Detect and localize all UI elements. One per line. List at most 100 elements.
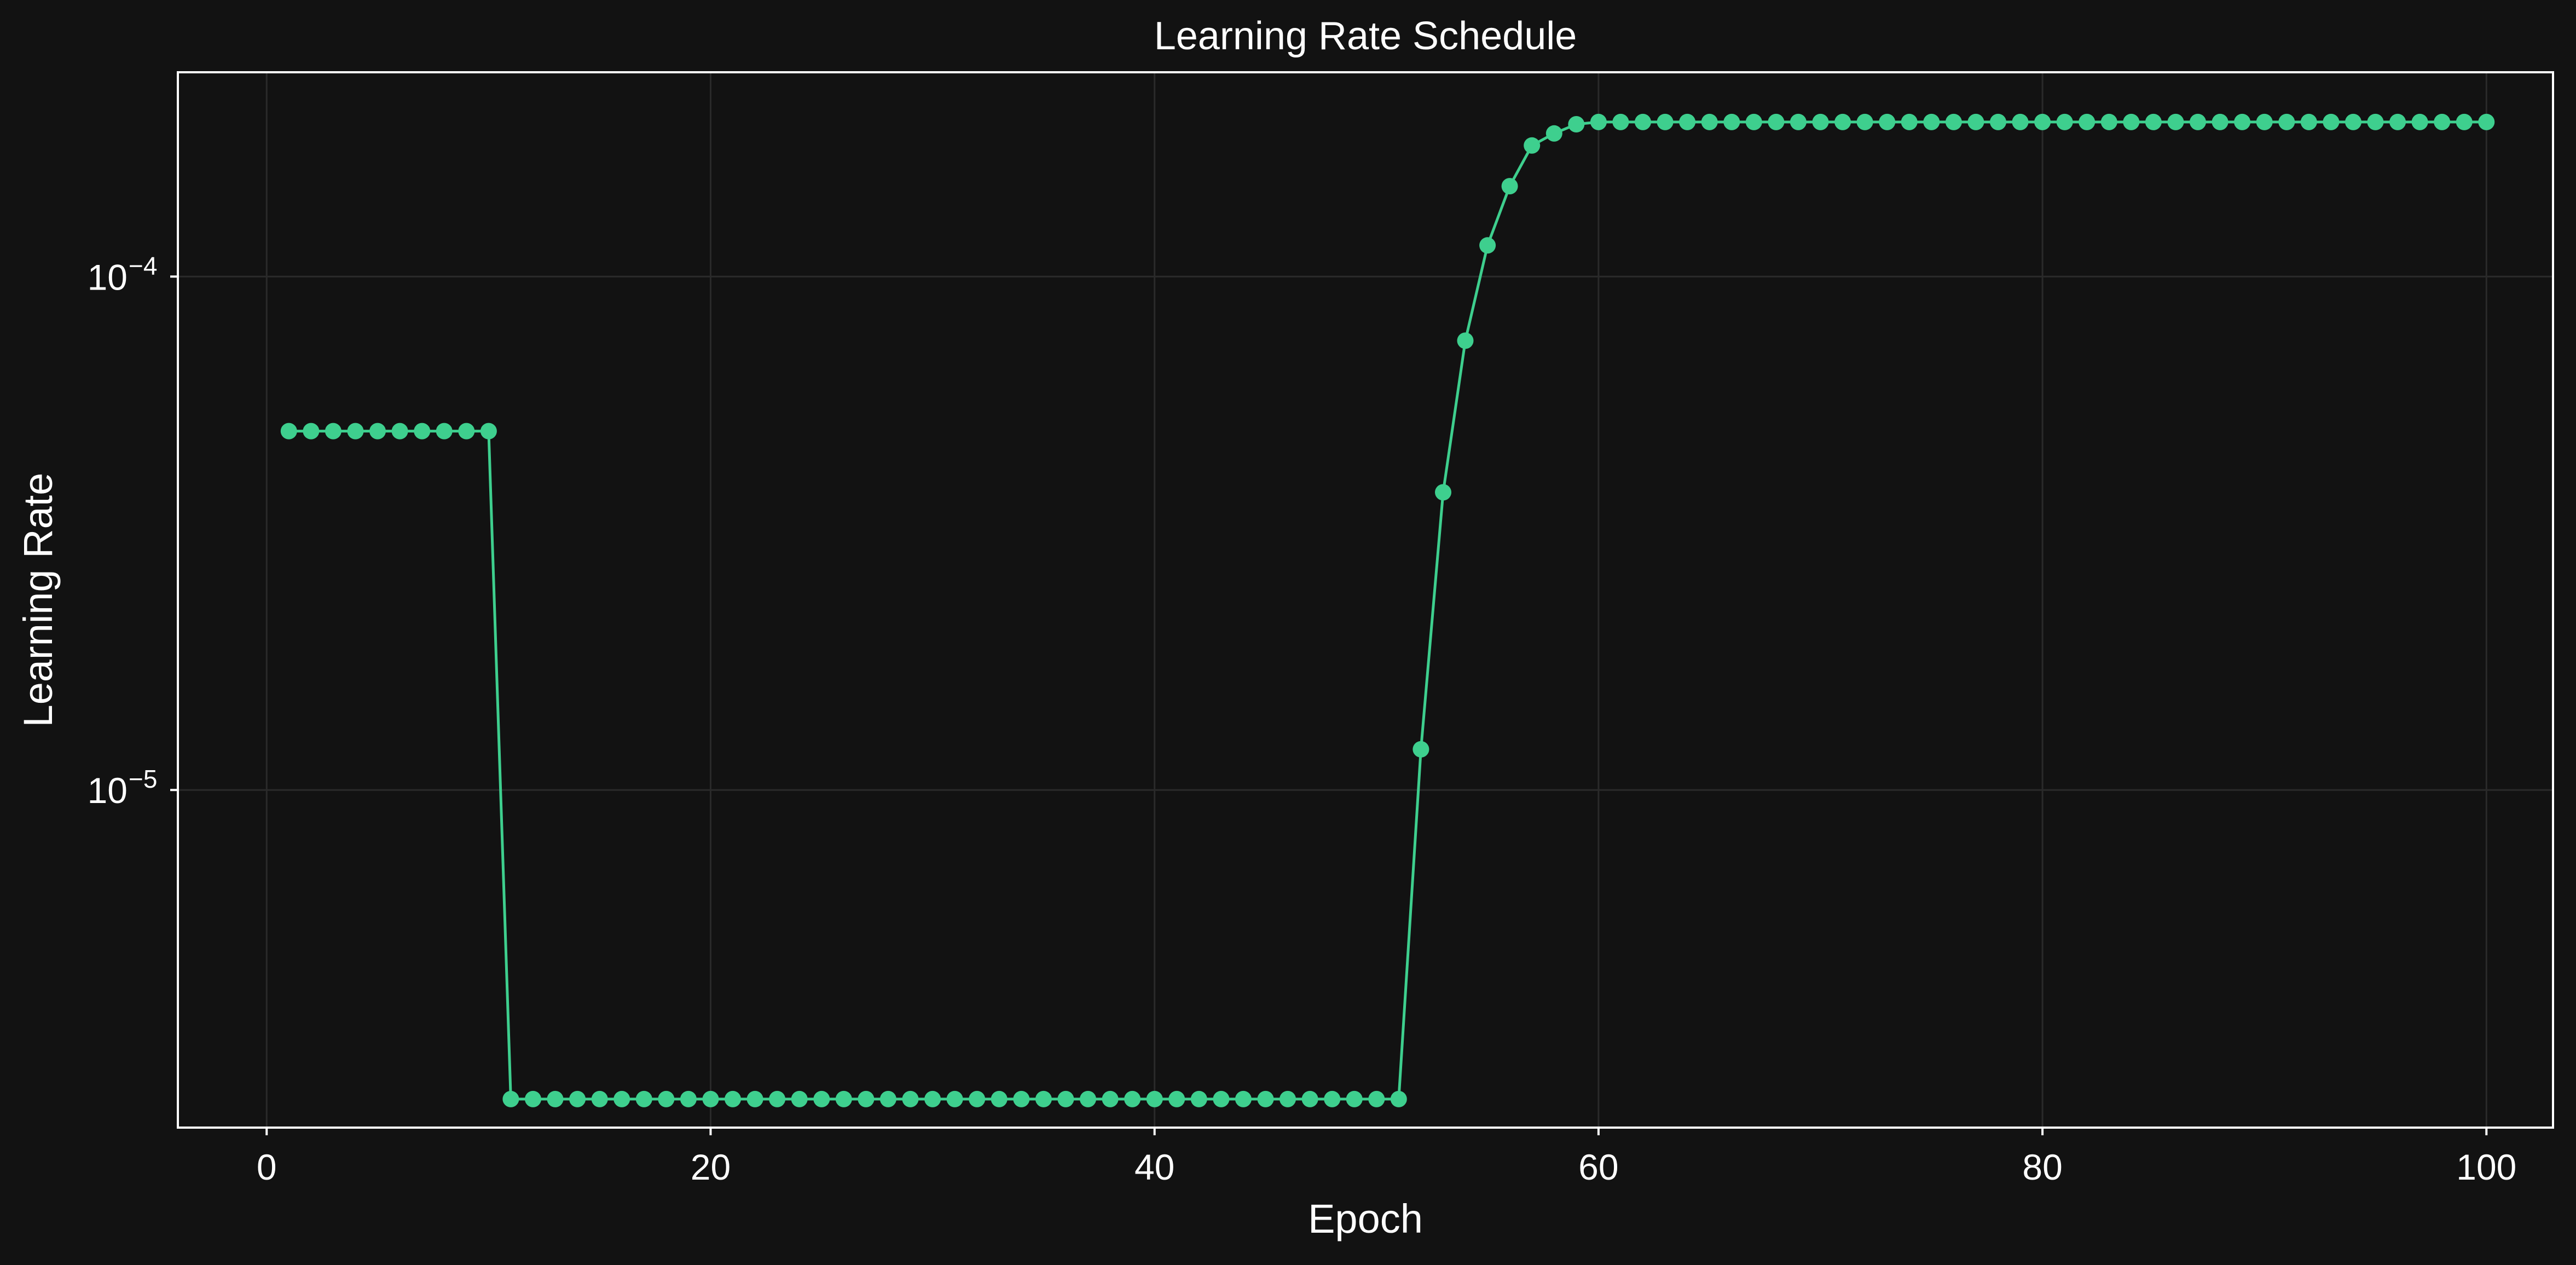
data-point [879,1090,896,1107]
data-point [1080,1090,1096,1107]
data-point [2079,113,2095,130]
data-point [1213,1090,1230,1107]
data-point [1790,113,1807,130]
data-point [1257,1090,1274,1107]
plot-frame [177,71,2554,1129]
data-point [303,423,320,440]
data-point [569,1090,586,1107]
data-point [1990,113,2006,130]
data-point [1235,1090,1252,1107]
data-point [391,423,408,440]
data-point [1168,1090,1185,1107]
data-point [2012,113,2029,130]
data-point [946,1090,963,1107]
data-point [1102,1090,1119,1107]
data-point [369,423,386,440]
y-tick-exponent: −5 [129,765,157,793]
data-point [2434,113,2451,130]
data-point [924,1090,941,1107]
x-axis-label: Epoch [1308,1196,1423,1241]
data-point [1435,484,1451,501]
data-point [1745,113,1762,130]
data-point [2456,113,2473,130]
x-tick-label: 60 [1578,1147,1618,1187]
data-point [1324,1090,1341,1107]
data-point [480,423,497,440]
data-point [1812,113,1829,130]
data-point [1657,113,1674,130]
data-point [680,1090,697,1107]
data-point [2478,113,2495,130]
data-point [325,423,341,440]
data-point [1013,1090,1030,1107]
data-point [746,1090,763,1107]
data-point [436,423,453,440]
data-point [1568,116,1585,132]
grid [178,72,2553,1128]
data-point [813,1090,830,1107]
data-point [1768,113,1785,130]
y-tick-exponent: −4 [129,251,157,280]
data-point [1901,113,1918,130]
y-tick-base: 10 [88,770,128,811]
data-point [1057,1090,1074,1107]
data-point [1945,113,1962,130]
data-point [2323,113,2340,130]
data-point [969,1090,986,1107]
data-point [1146,1090,1163,1107]
y-tick-base: 10 [88,257,128,297]
data-point [1967,113,1984,130]
y-tick-label: 10 [88,770,128,811]
data-point [525,1090,541,1107]
data-point [502,1090,519,1107]
data-point [1524,137,1541,154]
x-tick-label: 40 [1134,1147,1174,1187]
data-point [1035,1090,1052,1107]
data-point [1368,1090,1385,1107]
data-point [702,1090,719,1107]
data-point [1679,113,1696,130]
data-point [1701,113,1718,130]
data-point [280,423,297,440]
data-point [791,1090,808,1107]
data-point [1413,741,1429,758]
data-point [1635,113,1651,130]
data-point [725,1090,741,1107]
data-point [458,423,475,440]
data-point [835,1090,852,1107]
data-point [1723,113,1740,130]
x-tick-label: 80 [2022,1147,2062,1187]
data-point [1612,113,1629,130]
x-tick-label: 100 [2456,1147,2516,1187]
data-point [2345,113,2361,130]
data-point [591,1090,608,1107]
data-point [1856,113,1873,130]
data-point [635,1090,652,1107]
data-point [1346,1090,1363,1107]
data-point [2190,113,2206,130]
data-point [347,423,364,440]
data-point [1834,113,1851,130]
x-tick-label: 0 [257,1147,277,1187]
series [280,113,2495,1107]
data-point [858,1090,875,1107]
data-point [1457,332,1474,349]
data-point [1190,1090,1207,1107]
y-axis-label: Learning Rate [15,473,61,727]
data-point [2145,113,2162,130]
data-point [2389,113,2406,130]
data-point [2034,113,2051,130]
chart-title: Learning Rate Schedule [1154,14,1577,58]
data-point [2056,113,2073,130]
series-line [288,120,2487,1101]
data-point [1501,178,1518,195]
data-point [613,1090,630,1107]
data-point [1545,125,1562,142]
data-point [2256,113,2273,130]
data-point [2234,113,2251,130]
y-tick-label: 10 [88,257,128,297]
data-point [1301,1090,1318,1107]
data-point [769,1090,786,1107]
